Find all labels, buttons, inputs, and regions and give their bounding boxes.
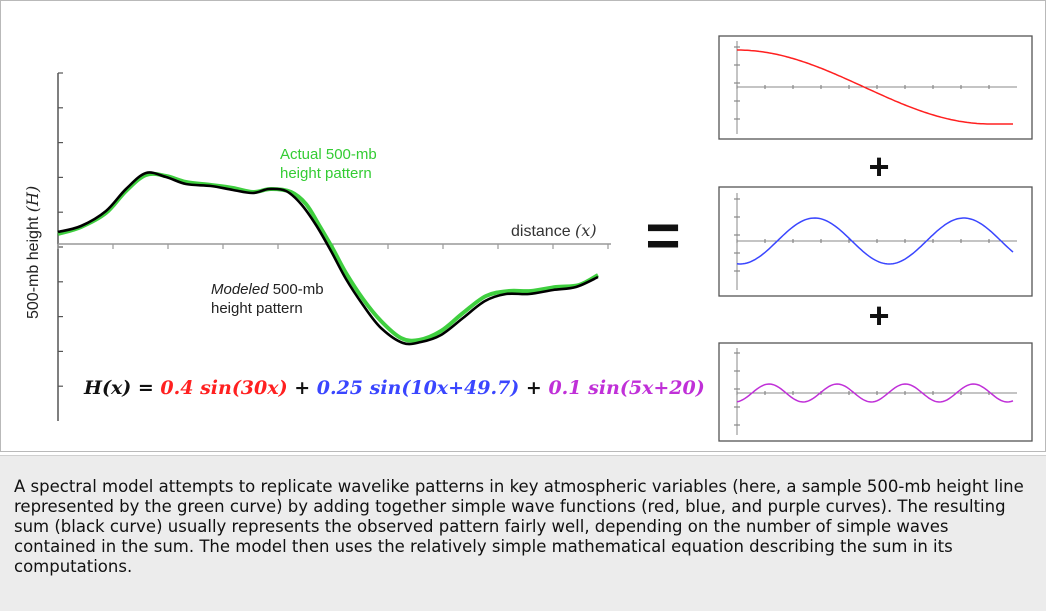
caption-text: A spectral model attempts to replicate w… <box>14 477 1024 576</box>
equals-sign: = <box>645 202 680 269</box>
component-panel-blue <box>718 186 1033 297</box>
figure-panel: 500-mb height (H) distance (x) Actual 50… <box>0 0 1046 452</box>
plus-sign-1: + <box>868 146 889 187</box>
equation-term-purple: 0.1 sin(5x+20) <box>548 377 704 399</box>
spectral-model-diagram: 500-mb height (H) distance (x) Actual 50… <box>23 35 1033 442</box>
actual-height-curve <box>57 171 599 343</box>
actual-label-line2: height pattern <box>280 165 372 182</box>
modeled-label-line2: height pattern <box>211 300 303 317</box>
red-wave-curve <box>737 49 1013 125</box>
equation-term-red: 0.4 sin(30x) <box>160 377 287 399</box>
equation-term-blue: 0.25 sin(10x+49.7) <box>317 377 520 399</box>
main-y-ticks <box>58 72 63 387</box>
plus-sign-2: + <box>868 295 889 336</box>
blue-wave-curve <box>736 217 1014 265</box>
equation-lhs: H(x) = <box>83 377 160 399</box>
purple-wave-curve <box>736 383 1014 403</box>
y-axis-label: 500-mb height (H) <box>23 186 42 319</box>
modeled-label-line1: Modeled 500-mb <box>211 281 324 298</box>
main-plot: 500-mb height (H) distance (x) Actual 50… <box>23 72 705 421</box>
equation: H(x) = 0.4 sin(30x) + 0.25 sin(10x+49.7)… <box>83 377 705 399</box>
modeled-height-curve <box>57 171 599 346</box>
component-panel-red <box>718 35 1033 140</box>
component-panel-purple <box>718 342 1033 442</box>
actual-label-line1: Actual 500-mb <box>280 146 377 163</box>
caption-box: A spectral model attempts to replicate w… <box>0 455 1046 611</box>
x-axis-label: distance (x) <box>511 221 597 240</box>
